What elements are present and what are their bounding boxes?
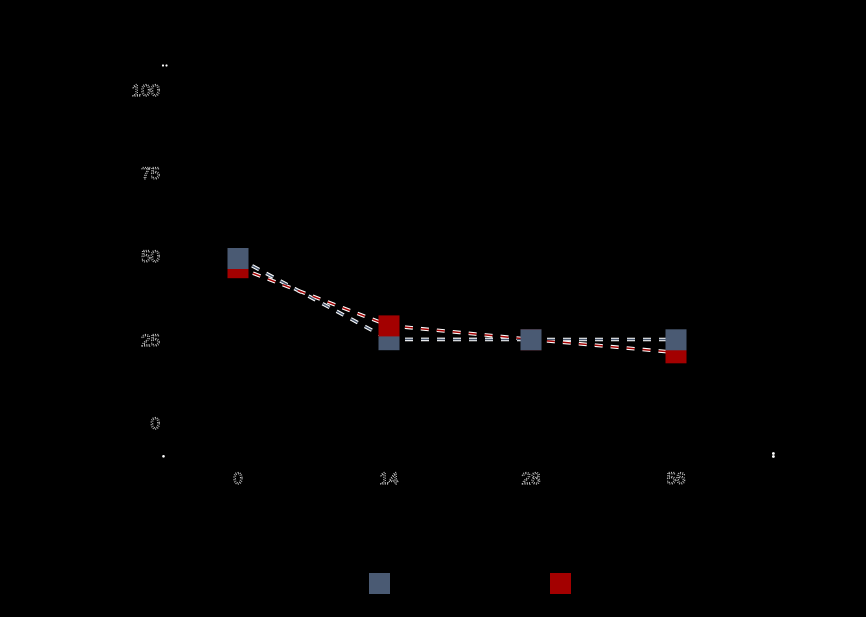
svg-text:56: 56	[667, 469, 686, 488]
svg-text:14: 14	[380, 469, 399, 488]
svg-text:100: 100	[132, 81, 160, 100]
svg-text:0: 0	[233, 469, 242, 488]
svg-text:75: 75	[141, 164, 160, 183]
svg-text:25: 25	[141, 331, 160, 350]
svg-text:50: 50	[141, 247, 160, 266]
svg-text:28: 28	[522, 469, 541, 488]
svg-text:0: 0	[151, 414, 160, 433]
